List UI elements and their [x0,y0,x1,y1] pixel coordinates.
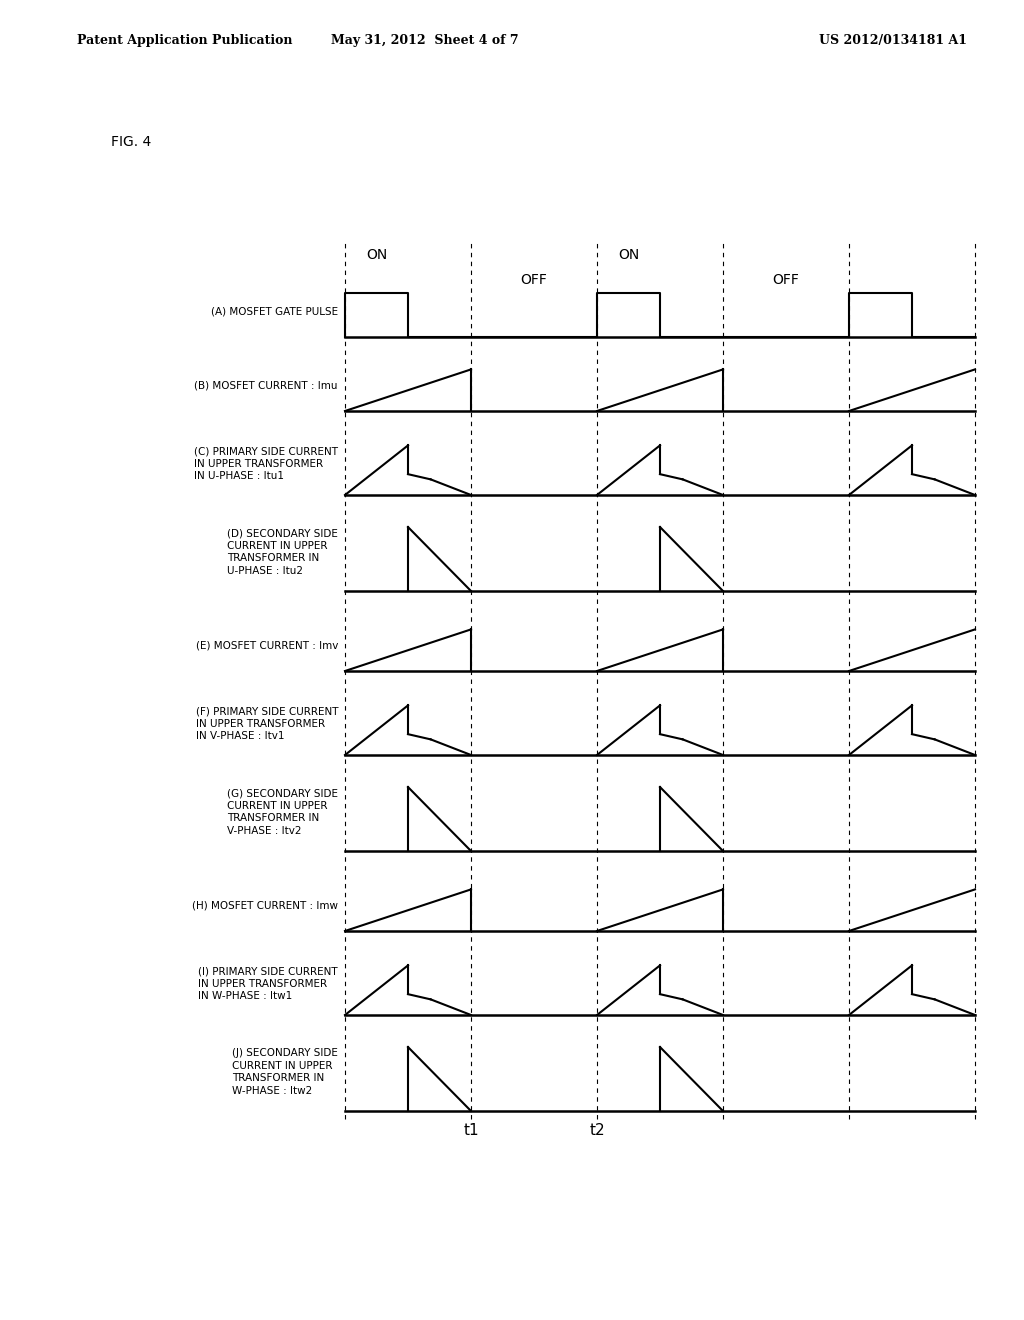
Text: (A) MOSFET GATE PULSE: (A) MOSFET GATE PULSE [211,306,338,315]
Text: (B) MOSFET CURRENT : Imu: (B) MOSFET CURRENT : Imu [195,380,338,389]
Text: US 2012/0134181 A1: US 2012/0134181 A1 [819,34,968,48]
Text: FIG. 4: FIG. 4 [111,135,151,149]
Text: t2: t2 [589,1123,605,1138]
Text: (D) SECONDARY SIDE
CURRENT IN UPPER
TRANSFORMER IN
U-PHASE : Itu2: (D) SECONDARY SIDE CURRENT IN UPPER TRAN… [227,528,338,576]
Text: ON: ON [366,248,387,261]
Text: OFF: OFF [520,273,548,286]
Text: Patent Application Publication: Patent Application Publication [77,34,292,48]
Text: (F) PRIMARY SIDE CURRENT
IN UPPER TRANSFORMER
IN V-PHASE : Itv1: (F) PRIMARY SIDE CURRENT IN UPPER TRANSF… [196,706,338,742]
Text: ON: ON [617,248,639,261]
Text: May 31, 2012  Sheet 4 of 7: May 31, 2012 Sheet 4 of 7 [331,34,519,48]
Text: (I) PRIMARY SIDE CURRENT
IN UPPER TRANSFORMER
IN W-PHASE : Itw1: (I) PRIMARY SIDE CURRENT IN UPPER TRANSF… [199,966,338,1002]
Text: OFF: OFF [772,273,800,286]
Text: t1: t1 [463,1123,479,1138]
Text: (G) SECONDARY SIDE
CURRENT IN UPPER
TRANSFORMER IN
V-PHASE : Itv2: (G) SECONDARY SIDE CURRENT IN UPPER TRAN… [227,788,338,836]
Text: (C) PRIMARY SIDE CURRENT
IN UPPER TRANSFORMER
IN U-PHASE : Itu1: (C) PRIMARY SIDE CURRENT IN UPPER TRANSF… [194,446,338,482]
Text: (J) SECONDARY SIDE
CURRENT IN UPPER
TRANSFORMER IN
W-PHASE : Itw2: (J) SECONDARY SIDE CURRENT IN UPPER TRAN… [232,1048,338,1096]
Text: (E) MOSFET CURRENT : Imv: (E) MOSFET CURRENT : Imv [196,640,338,649]
Text: (H) MOSFET CURRENT : Imw: (H) MOSFET CURRENT : Imw [193,900,338,909]
